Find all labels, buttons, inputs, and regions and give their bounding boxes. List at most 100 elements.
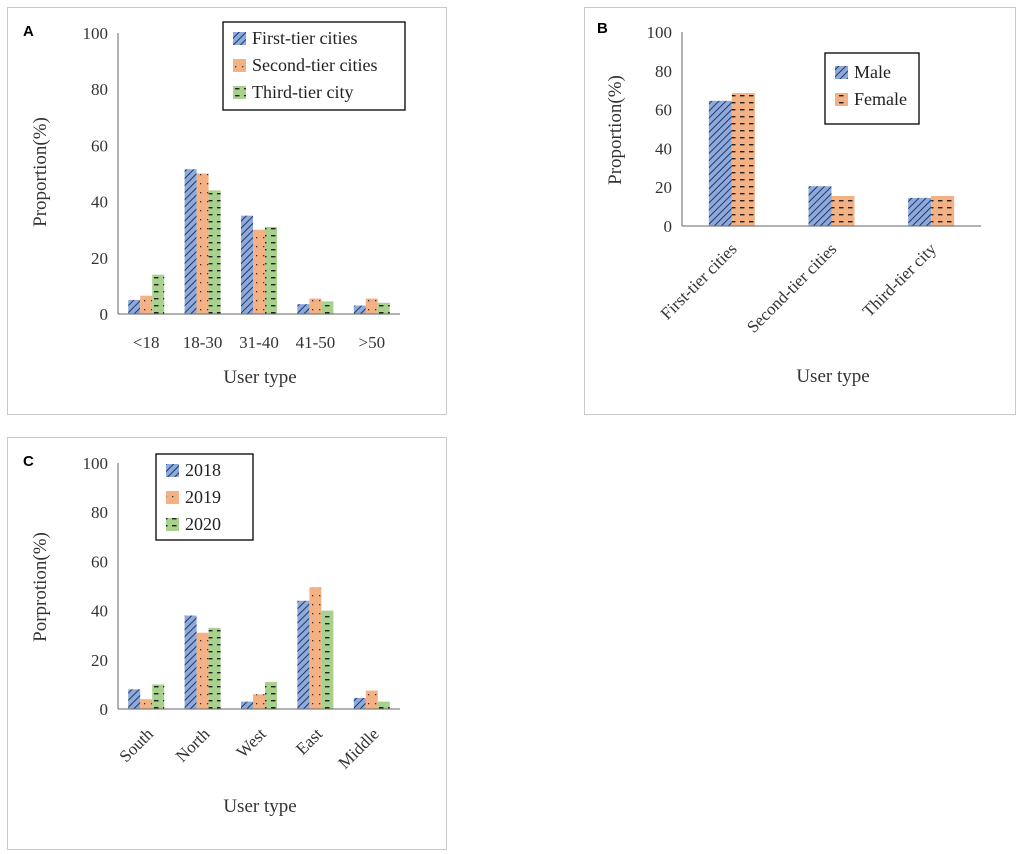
x-tick-label: >50 xyxy=(359,333,386,352)
legend-label: Male xyxy=(854,62,891,82)
bar xyxy=(731,93,755,226)
legend-label: Third-tier city xyxy=(252,82,353,102)
y-tick-label: 100 xyxy=(647,23,673,42)
y-tick-label: 40 xyxy=(91,193,108,212)
bar xyxy=(297,600,310,709)
bar xyxy=(353,697,366,709)
y-tick-label: 20 xyxy=(91,249,108,268)
bar xyxy=(309,298,322,314)
legend-swatch xyxy=(166,491,179,504)
chart-panel-a: A 0 20 40 60 80 100 <18 18-30 31-40 41-50 >50 User t… xyxy=(7,7,447,415)
y-tick-label: 0 xyxy=(100,305,109,324)
y-tick-label: 0 xyxy=(664,217,673,236)
bar xyxy=(365,690,378,709)
bar xyxy=(241,215,253,314)
bar xyxy=(321,301,334,314)
x-tick-label: First-tier cities xyxy=(657,239,741,323)
legend-label: 2020 xyxy=(185,514,221,534)
bar xyxy=(196,632,209,709)
x-tick-label: East xyxy=(292,724,326,758)
y-tick-label: 40 xyxy=(91,602,108,621)
legend-label: 2019 xyxy=(185,487,221,507)
legend-box xyxy=(222,21,406,111)
y-tick-label: 60 xyxy=(91,136,108,155)
x-tick-label: 31-40 xyxy=(239,333,279,352)
x-tick-label: <18 xyxy=(133,333,160,352)
bar xyxy=(321,610,334,709)
bar xyxy=(208,190,221,314)
x-tick-label: Third-tier city xyxy=(859,239,941,321)
y-axis-title: Porprotion(%) xyxy=(30,532,51,642)
x-tick-label: West xyxy=(233,724,270,761)
bar xyxy=(241,701,253,709)
y-tick-label: 80 xyxy=(91,80,108,99)
bar xyxy=(184,615,197,709)
y-tick-label: 100 xyxy=(83,24,109,43)
x-tick-label: South xyxy=(116,724,158,766)
panel-letter: B xyxy=(597,20,608,37)
bar xyxy=(128,299,141,314)
y-tick-label: 100 xyxy=(83,454,109,473)
chart-panel-c: C 0 20 40 60 80 100 South North West East Middle Use… xyxy=(7,437,447,850)
bar xyxy=(377,302,390,314)
x-tick-label: Middle xyxy=(334,724,382,772)
y-tick-label: 0 xyxy=(100,700,109,719)
y-tick-label: 80 xyxy=(655,62,672,81)
bar xyxy=(253,694,265,709)
bar xyxy=(265,226,277,314)
y-tick-label: 20 xyxy=(91,651,108,670)
x-tick-label: Second-tier cities xyxy=(743,239,840,336)
chart-a-svg: A 0 20 40 60 80 100 <18 18-30 31-40 41-50 >50 User t… xyxy=(23,21,406,388)
legend-label: Second-tier cities xyxy=(252,55,377,75)
legend-swatch xyxy=(233,86,246,99)
chart-panel-b: B 0 20 40 60 80 100 First-tier cities Second-tie… xyxy=(584,7,1016,415)
y-tick-label: 80 xyxy=(91,503,108,522)
x-tick-label: 41-50 xyxy=(296,333,336,352)
panel-letter: C xyxy=(23,453,34,470)
bar xyxy=(152,684,165,709)
bar xyxy=(377,701,390,709)
bar xyxy=(265,681,277,709)
bar xyxy=(196,173,209,314)
bar xyxy=(253,229,265,314)
x-axis-title: User type xyxy=(796,366,869,387)
y-axis-title: Proportion(%) xyxy=(30,117,51,227)
bar xyxy=(808,186,832,226)
y-tick-label: 40 xyxy=(655,139,672,158)
bar xyxy=(353,305,366,314)
legend-swatch xyxy=(166,518,179,531)
bar xyxy=(831,195,855,226)
x-tick-label: North xyxy=(172,724,214,766)
legend-label: Female xyxy=(854,89,907,109)
chart-c-svg: C 0 20 40 60 80 100 South North West East Middle Use… xyxy=(23,453,400,817)
legend-label: 2018 xyxy=(185,460,221,480)
legend-swatch xyxy=(835,66,848,79)
legend-swatch xyxy=(233,59,246,72)
bar xyxy=(184,169,197,314)
chart-b-svg: B 0 20 40 60 80 100 First-tier cities Second-tie… xyxy=(597,20,981,387)
x-axis-title: User type xyxy=(223,367,296,388)
legend-box xyxy=(824,52,920,125)
bar xyxy=(708,100,732,226)
panel-letter: A xyxy=(23,23,34,40)
legend-swatch xyxy=(233,32,246,45)
bar xyxy=(297,304,310,314)
bar xyxy=(140,295,153,314)
bar xyxy=(140,699,153,709)
bar xyxy=(152,274,165,314)
bar xyxy=(931,195,955,226)
bar xyxy=(908,197,932,226)
bar xyxy=(208,627,221,709)
legend-label: First-tier cities xyxy=(252,28,357,48)
y-tick-label: 60 xyxy=(655,101,672,120)
x-axis-title: User type xyxy=(223,796,296,817)
bar xyxy=(128,689,141,709)
legend-swatch xyxy=(835,93,848,106)
bar xyxy=(365,298,378,314)
x-tick-label: 18-30 xyxy=(183,333,223,352)
legend-swatch xyxy=(166,464,179,477)
bar xyxy=(309,587,322,709)
y-tick-label: 60 xyxy=(91,552,108,571)
y-tick-label: 20 xyxy=(655,178,672,197)
y-axis-title: Proportion(%) xyxy=(605,75,626,185)
